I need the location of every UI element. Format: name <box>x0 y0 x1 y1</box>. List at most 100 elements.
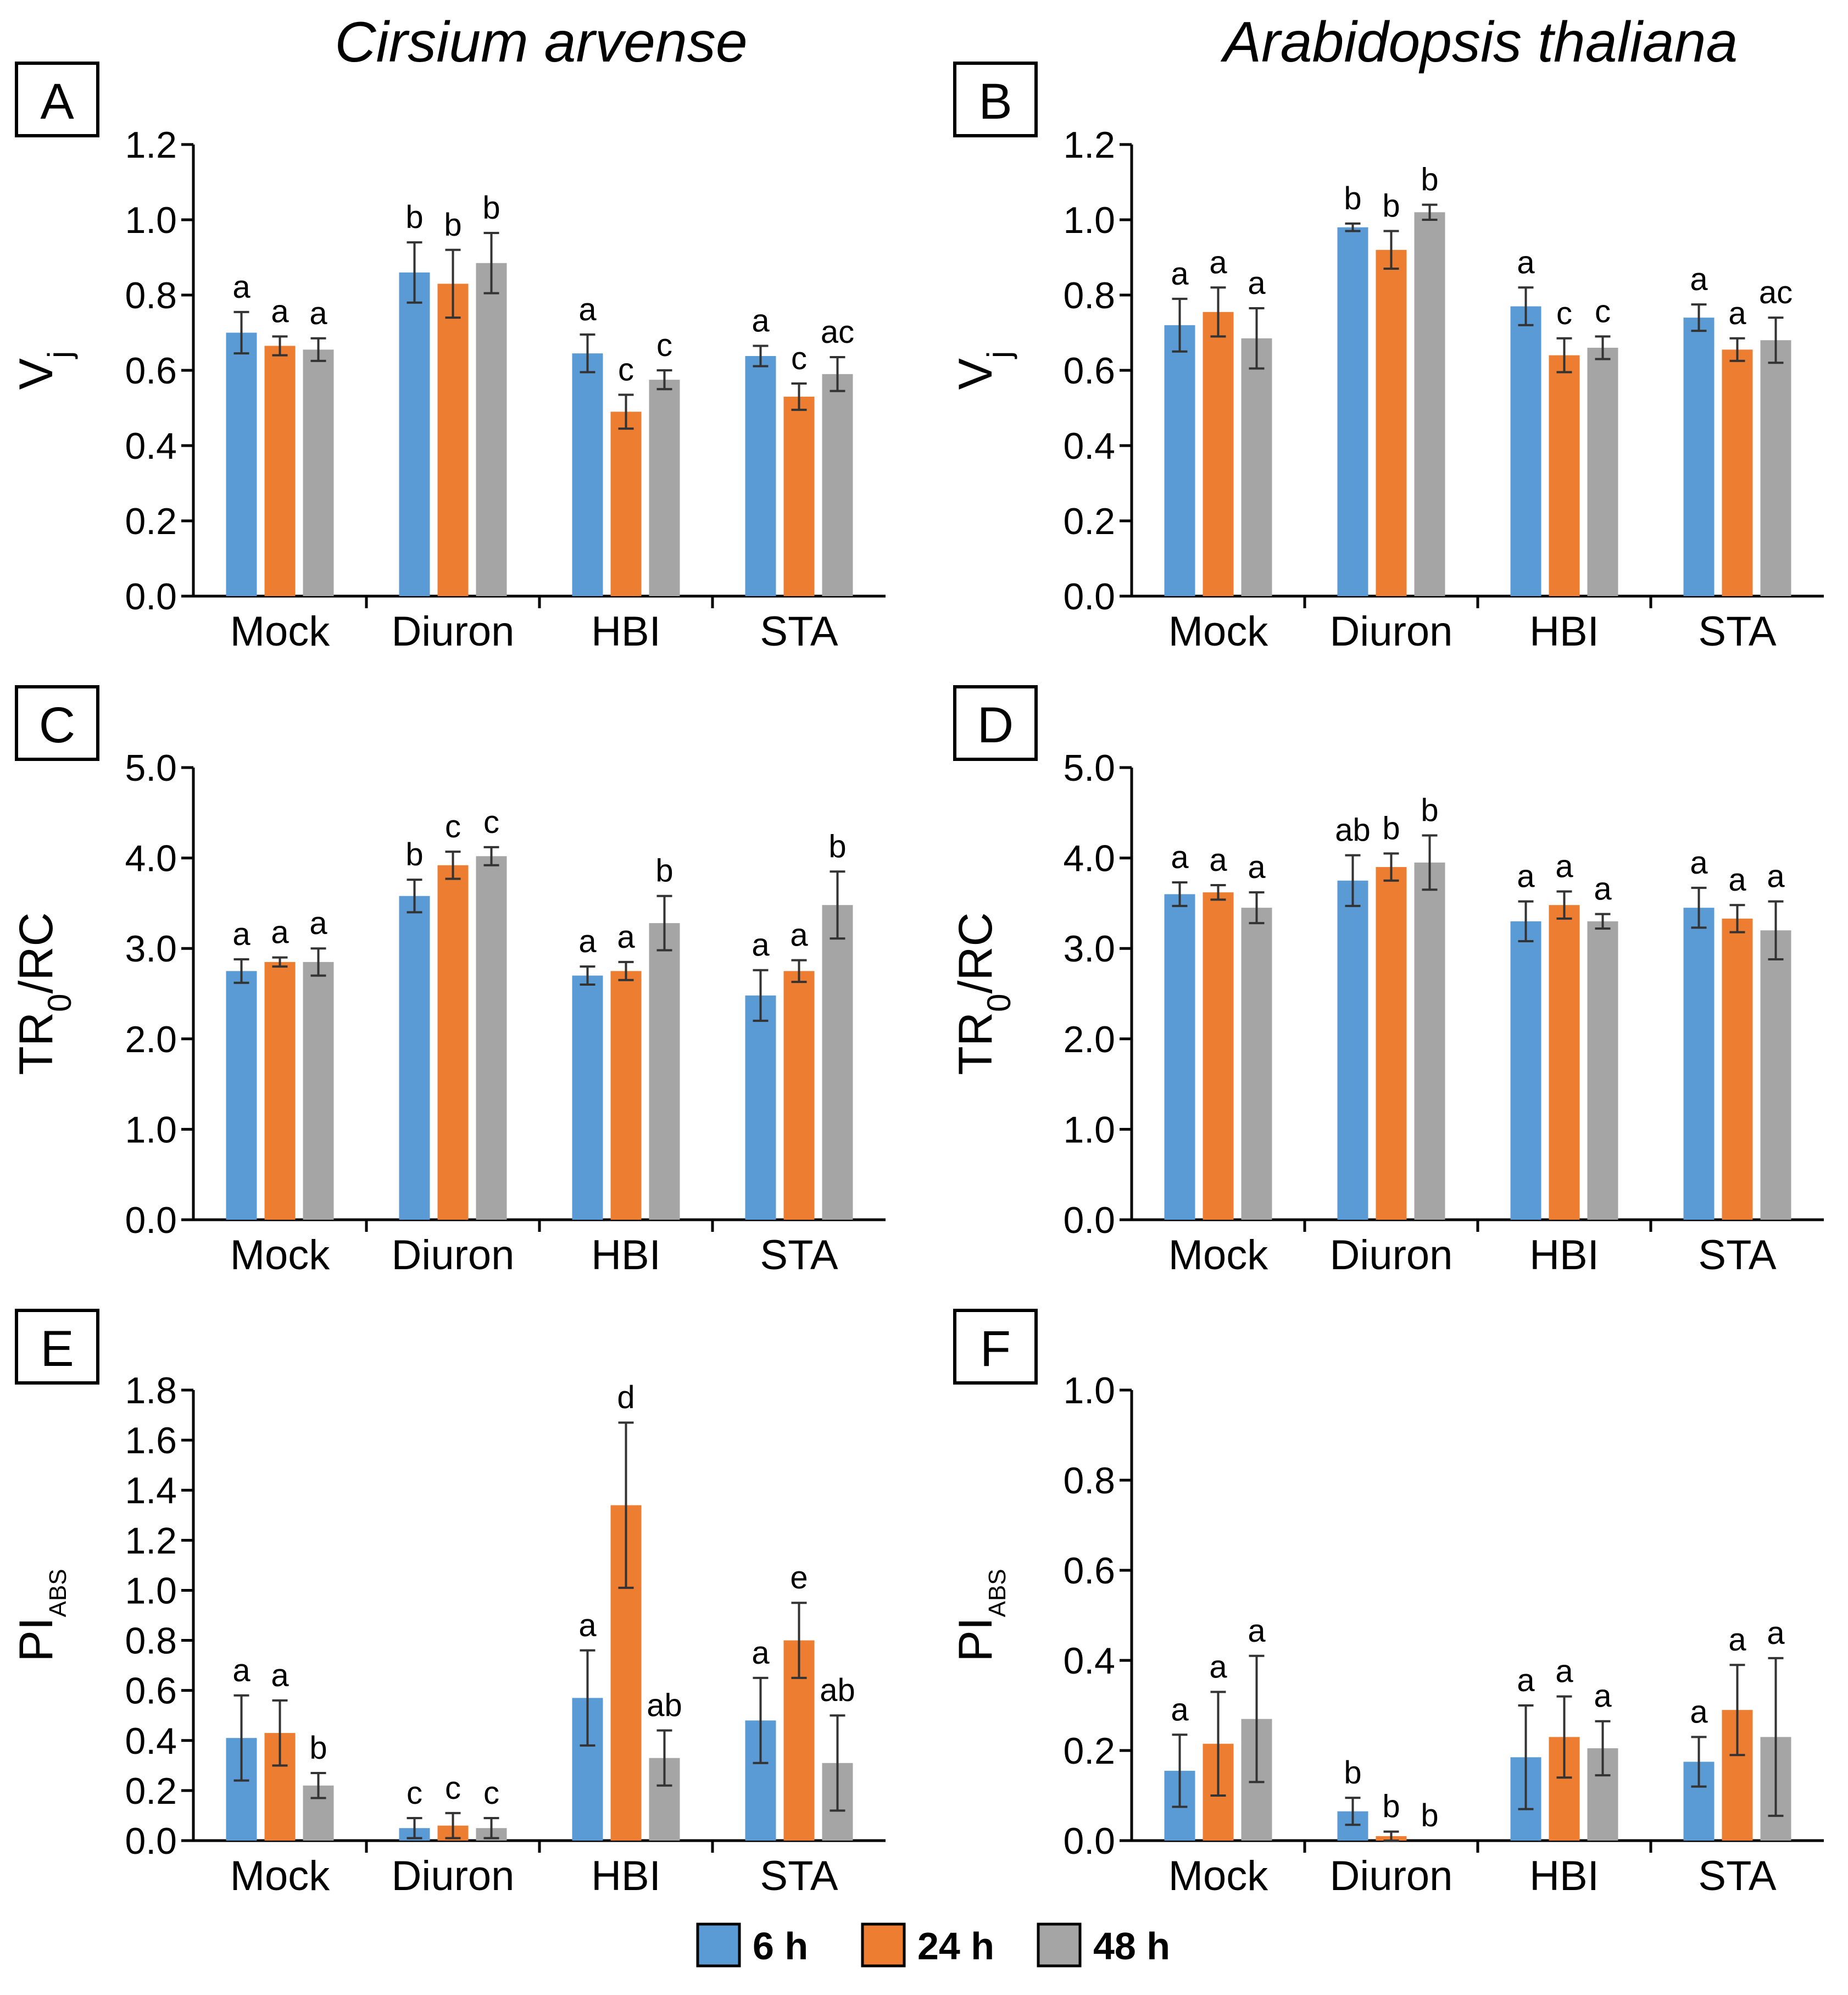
bar-24h-sta <box>1722 349 1753 596</box>
bar-24h-mock <box>1203 892 1234 1220</box>
bar-24h-diuron <box>437 284 469 596</box>
y-tick-label: 0.4 <box>125 1720 177 1762</box>
significance-letter: a <box>1248 849 1266 885</box>
x-tick-label: Mock <box>230 1232 331 1279</box>
significance-letter: b <box>1421 1798 1438 1833</box>
panel-e: E 0.0 0.2 0.4 0.6 0.8 1.0 1.2 1.4 1.6 1.8 PIABS Mock… <box>10 1309 886 1899</box>
x-tick-label: Diuron <box>1330 608 1453 655</box>
significance-letter: a <box>752 1635 770 1671</box>
bar-6h-sta <box>745 355 776 596</box>
x-tick-label: Diuron <box>1330 1853 1453 1899</box>
significance-letter: c <box>483 804 499 840</box>
bar-24h-sta <box>1722 918 1753 1220</box>
significance-letter: a <box>1517 859 1535 894</box>
significance-letter: b <box>1344 1755 1361 1791</box>
x-tick-label: Diuron <box>1330 1232 1453 1279</box>
y-tick-label: 0.8 <box>125 1620 177 1662</box>
significance-letter: b <box>309 1730 327 1766</box>
y-tick-label: 1.0 <box>125 1570 177 1611</box>
significance-letter: a <box>1209 244 1227 280</box>
x-tick-label: STA <box>760 1853 838 1899</box>
legend-item: 24 h <box>861 1922 994 1968</box>
y-tick-label: 1.0 <box>1063 1109 1115 1151</box>
panel-label: B <box>978 74 1012 130</box>
bar-48h-diuron <box>1414 212 1445 596</box>
bar-6h-diuron <box>399 272 430 596</box>
significance-letter: a <box>1594 871 1612 907</box>
y-tick-label: 5.0 <box>125 747 177 789</box>
y-tick-label: 1.4 <box>125 1470 177 1511</box>
bar-24h-sta <box>783 396 815 596</box>
panel-label-box <box>15 62 99 137</box>
bar-24h-hbi <box>1549 355 1580 596</box>
y-tick-label: 0.2 <box>125 501 177 542</box>
significance-letter: b <box>1421 792 1438 828</box>
x-tick-label: HBI <box>1529 1853 1599 1899</box>
significance-letter: ab <box>820 1672 855 1708</box>
x-tick-label: Diuron <box>392 1232 515 1279</box>
significance-letter: e <box>790 1560 808 1596</box>
bar-48h-sta <box>822 374 853 596</box>
panel-label-box <box>15 1309 99 1385</box>
significance-letter: a <box>1690 845 1708 881</box>
y-tick-label: 1.2 <box>125 1520 177 1561</box>
y-tick-label: 0.0 <box>1063 1199 1115 1241</box>
y-tick-label: 1.6 <box>125 1420 177 1461</box>
legend: 6 h 24 h 48 h <box>696 1922 1170 1968</box>
y-tick-label: 0.6 <box>1063 1550 1115 1592</box>
bar-48h-mock <box>1241 908 1272 1220</box>
y-tick-label: 1.2 <box>1063 124 1115 166</box>
significance-letter: a <box>232 269 251 305</box>
bar-48h-sta <box>1760 930 1791 1220</box>
significance-letter: a <box>1728 862 1746 898</box>
legend-label: 48 h <box>1093 1925 1170 1968</box>
bar-6h-diuron <box>1337 227 1368 596</box>
significance-letter: a <box>1690 1694 1708 1730</box>
bar-6h-diuron <box>1337 880 1368 1220</box>
x-tick-label: HBI <box>591 1232 661 1279</box>
bar-6h-mock <box>226 971 257 1220</box>
bar-6h-hbi <box>1510 921 1541 1220</box>
bar-48h-hbi <box>1587 347 1618 596</box>
significance-letter: ac <box>821 314 854 350</box>
significance-letter: a <box>1171 256 1189 292</box>
significance-letter: b <box>828 829 846 864</box>
panel-label-box <box>953 685 1038 761</box>
significance-letter: a <box>1209 842 1227 878</box>
bar-24h-diuron <box>437 865 469 1220</box>
significance-letter: a <box>1594 1679 1612 1714</box>
x-tick-label: Diuron <box>392 608 515 655</box>
panel-label: C <box>39 697 75 753</box>
y-axis-label: TR0/RC <box>10 912 78 1075</box>
significance-letter: a <box>1728 1622 1746 1658</box>
significance-letter: a <box>271 1658 289 1693</box>
y-tick-label: 2.0 <box>125 1019 177 1060</box>
significance-letter: c <box>407 1775 422 1811</box>
x-tick-label: HBI <box>1529 1232 1599 1279</box>
y-tick-label: 1.0 <box>125 199 177 241</box>
bar-48h-mock <box>1241 338 1272 596</box>
bar-24h-mock <box>264 346 296 596</box>
bar-48h-sta <box>822 905 853 1220</box>
y-tick-label: 5.0 <box>1063 747 1115 789</box>
significance-letter: c <box>483 1775 499 1811</box>
legend-swatch <box>1037 1922 1082 1968</box>
bar-24h-mock <box>264 962 296 1220</box>
y-tick-label: 0.0 <box>1063 576 1115 618</box>
bar-24h-hbi <box>610 412 642 596</box>
significance-letter: a <box>271 293 289 329</box>
x-tick-label: STA <box>760 1232 838 1279</box>
x-tick-label: Mock <box>1168 1853 1269 1899</box>
x-tick-label: STA <box>1698 1232 1776 1279</box>
significance-letter: ab <box>1335 813 1371 848</box>
significance-letter: c <box>656 327 672 363</box>
panel-label-box <box>953 1309 1038 1385</box>
y-axis-label: Vj <box>10 351 78 390</box>
significance-letter: a <box>1171 840 1189 875</box>
x-tick-label: Diuron <box>392 1853 515 1899</box>
